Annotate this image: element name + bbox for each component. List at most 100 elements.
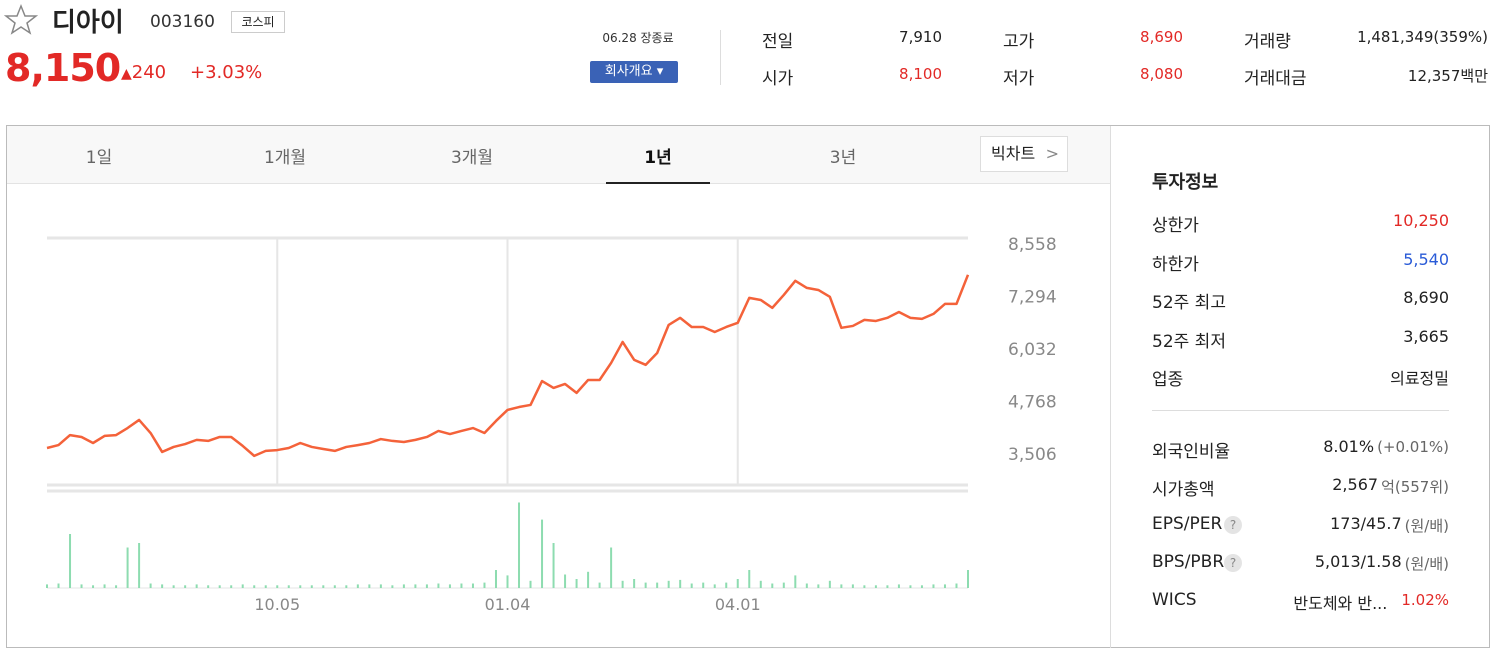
big-chart-button[interactable]: 빅차트 > <box>980 136 1068 172</box>
volume-bar <box>518 502 521 588</box>
volume-bar <box>736 579 739 588</box>
volume-bar <box>506 575 509 588</box>
invest-sub: 억(557위) <box>1381 478 1449 497</box>
y-tick-label: 4,768 <box>1008 393 1057 413</box>
volume-bar <box>621 580 624 588</box>
tab-bar <box>7 126 1110 184</box>
invest-value: 의료정밀 <box>1390 369 1449 388</box>
help-icon: ? <box>1224 515 1242 534</box>
tab[interactable]: 1일 <box>85 148 113 168</box>
x-tick-label: 01.04 <box>485 595 531 614</box>
summary-value: 8,690 <box>1140 28 1183 46</box>
volume-bar <box>725 582 728 588</box>
summary-label: 전일 <box>762 32 794 52</box>
volume-bar <box>161 584 164 588</box>
volume-bar <box>149 583 152 588</box>
invest-divider <box>1152 410 1449 411</box>
company-button-label: 회사개요 <box>604 64 653 79</box>
divider <box>720 30 721 85</box>
volume-bar <box>748 570 751 588</box>
favorite-star[interactable] <box>4 3 38 35</box>
tab[interactable]: 1년 <box>644 148 672 168</box>
stock-code: 003160 <box>150 12 215 32</box>
volume-bar <box>874 585 877 588</box>
volume-bar <box>471 583 474 588</box>
stock-name: 디아이 <box>52 8 124 38</box>
volume-bar <box>840 584 843 588</box>
invest-value: 반도체와 반... <box>1293 594 1388 614</box>
invest-sub: (원/배) <box>1404 554 1449 573</box>
volume-bar <box>115 585 118 588</box>
invest-label: EPS/PER <box>1152 513 1223 534</box>
volume-bar <box>103 584 106 588</box>
volume-bar <box>414 584 417 588</box>
price-line <box>46 274 970 458</box>
volume-bar <box>57 583 60 588</box>
volume-bar <box>817 584 820 588</box>
volume-bar <box>541 519 544 588</box>
volume-bar <box>771 583 774 588</box>
change-rate: +3.03% <box>190 62 263 83</box>
invest-label: 시가총액 <box>1152 480 1215 501</box>
volume-bar <box>437 583 440 588</box>
help-icon: ? <box>1224 553 1242 572</box>
volume-bar <box>333 585 336 588</box>
volume-bar <box>759 580 762 588</box>
volume-bar <box>138 543 141 588</box>
volume-bar <box>828 580 831 588</box>
x-tick-label: 04.01 <box>715 595 761 614</box>
volume-bar <box>667 580 670 588</box>
tab[interactable]: 3개월 <box>450 148 494 168</box>
summary-label: 시가 <box>762 69 794 89</box>
volume-bar <box>564 574 567 588</box>
market-badge: 코스피 <box>231 11 285 33</box>
volume-bar <box>391 585 394 588</box>
volume-bar <box>552 543 555 588</box>
volume-bar <box>920 585 923 588</box>
summary-value: 7,910 <box>899 28 942 46</box>
invest-sub: 1.02% <box>1401 591 1449 610</box>
volume-bar <box>644 582 647 588</box>
price: 8,150 <box>5 46 121 90</box>
summary-value: 8,080 <box>1140 65 1183 83</box>
volume-bar <box>172 585 175 588</box>
summary-label: 거래량 <box>1244 32 1291 52</box>
volume-bar <box>483 582 486 588</box>
big-chart-label: 빅차트 <box>991 144 1036 163</box>
volume-bar <box>943 584 946 588</box>
company-button[interactable]: 회사개요 ▾ <box>590 61 678 83</box>
market-status: 06.28 장종료 <box>602 31 674 45</box>
volume-bar <box>276 585 279 588</box>
volume-bar <box>782 582 785 588</box>
invest-label: 52주 최저 <box>1152 331 1226 352</box>
summary-value: 1,481,349(359%) <box>1357 28 1488 46</box>
chart: 3,506 4,768 6,032 7,294 8,558 10.05 01.04 04.01 <box>46 235 1057 614</box>
volume-bar <box>184 585 187 588</box>
summary-label: 저가 <box>1003 69 1035 89</box>
volume-bar <box>448 584 451 588</box>
volume-bar <box>494 570 497 588</box>
tab[interactable]: 1개월 <box>263 148 307 168</box>
volume-bar <box>207 585 210 588</box>
invest-title: 투자정보 <box>1152 172 1219 193</box>
volume-bar <box>610 547 613 588</box>
invest-value: 8.01% <box>1323 437 1375 456</box>
volume-bar <box>345 585 348 588</box>
volume-bar <box>402 584 405 588</box>
summary-value: 12,357백만 <box>1407 67 1488 85</box>
volume-bar <box>932 584 935 588</box>
change-value: 240 <box>131 62 167 83</box>
volume-bar <box>253 585 256 588</box>
volume-bar <box>46 584 48 588</box>
volume-bar <box>955 583 958 588</box>
tab[interactable]: 3년 <box>829 148 857 168</box>
volume-bar <box>92 585 95 588</box>
invest-value: 3,665 <box>1403 326 1449 346</box>
invest-value: 5,013/1.58 <box>1314 551 1402 571</box>
invest-label: 외국인비율 <box>1152 442 1231 462</box>
volume-bar <box>897 584 900 588</box>
invest-label: WICS <box>1152 590 1197 611</box>
volume-bar <box>299 585 302 588</box>
volume-bar <box>80 584 83 588</box>
invest-label: 52주 최고 <box>1152 293 1226 313</box>
